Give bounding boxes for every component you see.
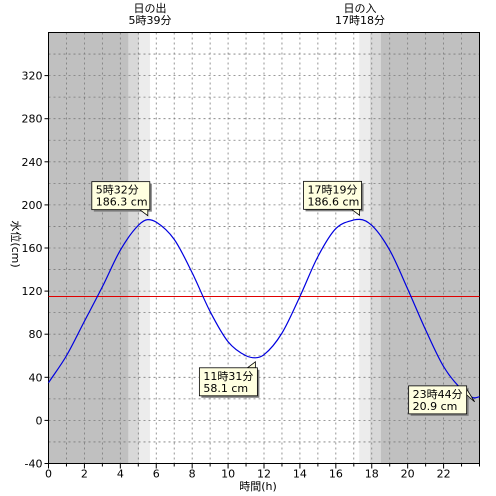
y-tick-label: 0 [36,414,43,427]
x-tick-label: 14 [293,468,307,481]
y-tick-label: 40 [29,371,43,384]
sunrise-time: 5時39分 [129,14,172,27]
callout-time: 23時44分 [413,388,463,401]
callout-value: 58.1 cm [203,382,248,395]
x-tick-label: 22 [437,468,451,481]
y-tick-label: 280 [22,113,43,126]
callout-time: 11時31分 [203,370,253,383]
y-tick-label: 240 [22,156,43,169]
y-tick-label: 120 [22,285,43,298]
x-tick-label: 2 [81,468,88,481]
x-tick-label: 6 [153,468,160,481]
x-tick-label: 20 [401,468,415,481]
y-axis-label: 水位(cm) [9,220,23,267]
series-line [48,218,480,399]
y-tick-label: 320 [22,70,43,83]
sunset-label: 日の入 [344,2,377,15]
x-tick-label: 0 [45,468,52,481]
callout-box [91,181,151,211]
callout-value: 20.9 cm [413,400,458,413]
grid [48,32,480,464]
x-tick-label: 18 [365,468,379,481]
x-axis: 0 2 4 6 8 10 12 14 16 18 20 22 [45,463,480,481]
y-tick-label: 200 [22,199,43,212]
y-axis: -40 0 40 80 120 160 200 240 280 320 [22,70,49,471]
y-tick-label: 80 [29,328,43,341]
callout-box [303,180,362,210]
x-tick-label: 8 [189,468,196,481]
y-tick-label: -40 [25,458,43,471]
x-axis-label: 時間(h) [239,480,277,493]
y-tick-label: 160 [22,242,43,255]
callout-box [198,367,258,397]
callout-value: 186.6 cm [308,195,360,208]
sunset-time: 17時18分 [335,14,385,27]
x-tick-label: 4 [117,468,124,481]
callout-box [408,385,468,415]
callout-time: 5時32分 [96,184,139,197]
x-tick-label: 10 [221,468,235,481]
sunrise-label: 日の出 [134,1,167,15]
x-tick-label: 16 [329,468,343,481]
x-tick-label: 12 [257,468,271,481]
callout-time: 17時19分 [308,183,358,196]
callout-value: 186.3 cm [96,196,148,209]
